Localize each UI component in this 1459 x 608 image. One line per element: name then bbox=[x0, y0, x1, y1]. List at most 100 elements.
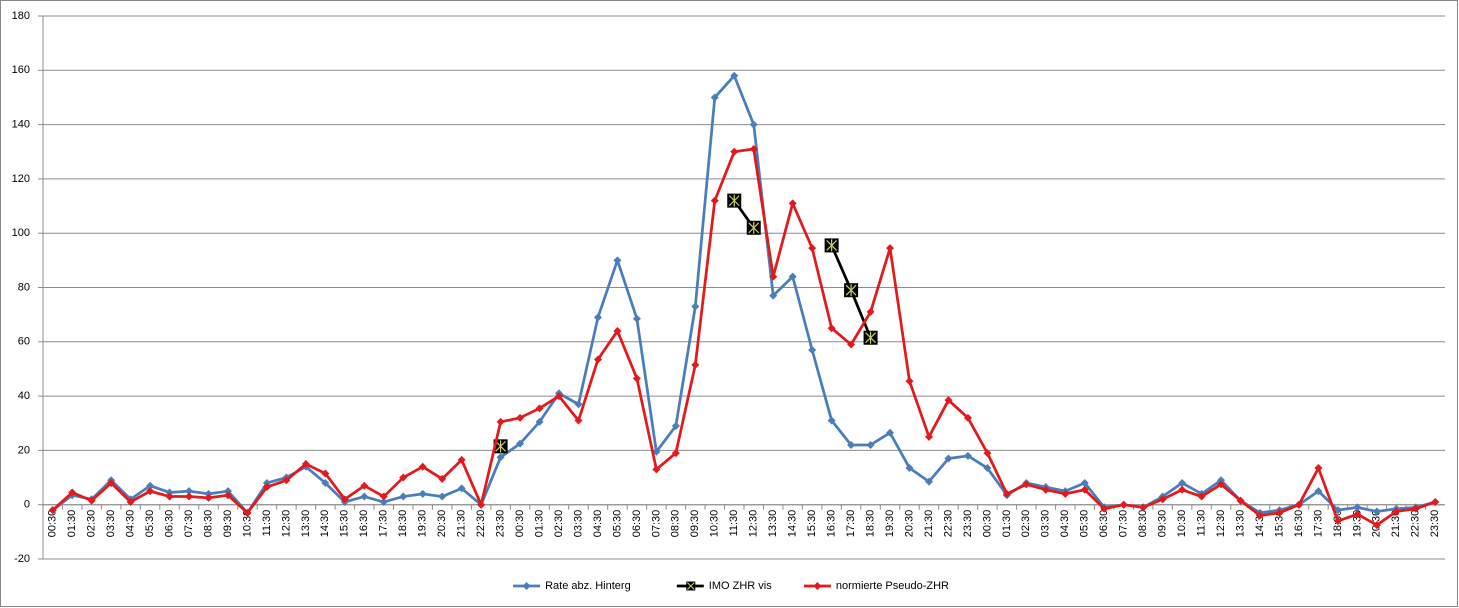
x-tick-label: 04:30 bbox=[592, 510, 604, 538]
marker bbox=[1041, 485, 1050, 494]
marker bbox=[87, 496, 96, 505]
x-tick-label: 05:30 bbox=[611, 510, 623, 538]
marker bbox=[1431, 497, 1440, 506]
marker bbox=[185, 487, 194, 496]
marker bbox=[924, 432, 933, 441]
marker bbox=[671, 449, 680, 458]
marker bbox=[493, 439, 508, 454]
x-tick-label: 07:30 bbox=[650, 510, 662, 538]
y-tick-label: 180 bbox=[12, 10, 30, 22]
marker bbox=[1333, 516, 1342, 525]
marker bbox=[1411, 504, 1420, 513]
marker bbox=[223, 487, 232, 496]
x-tick-label: 12:30 bbox=[280, 510, 292, 538]
x-tick-label: 07:30 bbox=[183, 510, 195, 538]
x-tick-label: 01:30 bbox=[66, 510, 78, 538]
line bbox=[51, 147, 1436, 527]
marker bbox=[613, 256, 622, 265]
marker bbox=[710, 93, 719, 102]
x-tick-label: 08:30 bbox=[202, 510, 214, 538]
marker bbox=[1119, 500, 1128, 509]
marker bbox=[1236, 496, 1245, 505]
marker bbox=[730, 71, 739, 80]
marker bbox=[574, 400, 583, 409]
marker bbox=[847, 340, 856, 349]
marker bbox=[1372, 521, 1381, 530]
marker bbox=[165, 492, 174, 501]
marker bbox=[749, 145, 758, 154]
marker bbox=[1353, 510, 1362, 519]
x-tick-label: 23:30 bbox=[1429, 510, 1441, 538]
x-tick-label: 13:30 bbox=[1234, 510, 1246, 538]
x-tick-label: 11:30 bbox=[1196, 510, 1208, 537]
marker bbox=[847, 440, 856, 449]
marker bbox=[535, 404, 544, 413]
marker bbox=[593, 313, 602, 322]
x-tick-label: 01:30 bbox=[1001, 510, 1013, 538]
legend-item: IMO ZHR vis bbox=[676, 580, 772, 592]
marker bbox=[1158, 495, 1167, 504]
x-tick-label: 06:30 bbox=[631, 510, 643, 538]
x-tick-label: 05:30 bbox=[1079, 510, 1091, 538]
marker bbox=[496, 453, 505, 462]
marker bbox=[496, 417, 505, 426]
x-tick-label: 16:30 bbox=[1293, 510, 1305, 538]
x-tick-label: 15:30 bbox=[1273, 510, 1285, 538]
marker bbox=[613, 326, 622, 335]
marker bbox=[983, 464, 992, 473]
marker bbox=[827, 416, 836, 425]
marker bbox=[360, 481, 369, 490]
x-tick-label: 13:30 bbox=[300, 510, 312, 538]
x-tick-label: 09:30 bbox=[222, 510, 234, 538]
x-tick-label: 14:30 bbox=[319, 510, 331, 538]
x-tick-label: 02:30 bbox=[553, 510, 565, 538]
legend-item: Rate abz. Hinterg bbox=[513, 580, 631, 592]
x-tick-label: 15:30 bbox=[806, 510, 818, 538]
marker bbox=[1392, 507, 1401, 516]
marker bbox=[1022, 480, 1031, 489]
legend-marker-cross bbox=[686, 582, 695, 590]
marker bbox=[769, 272, 778, 281]
marker bbox=[223, 491, 232, 500]
marker bbox=[746, 220, 761, 235]
x-tick-label: 07:30 bbox=[1118, 510, 1130, 538]
x-tick-label: 17:30 bbox=[845, 510, 857, 538]
marker bbox=[457, 455, 466, 464]
marker bbox=[126, 497, 135, 506]
marker bbox=[185, 492, 194, 501]
legend-marker bbox=[813, 582, 822, 590]
x-tick-label: 06:30 bbox=[1098, 510, 1110, 538]
y-tick-label: 20 bbox=[18, 444, 30, 456]
marker bbox=[1178, 478, 1187, 487]
x-tick-label: 12:30 bbox=[748, 510, 760, 538]
marker bbox=[340, 495, 349, 504]
x-tick-label: 20:30 bbox=[436, 510, 448, 538]
marker bbox=[107, 478, 116, 487]
marker bbox=[727, 193, 742, 208]
legend-marker bbox=[522, 582, 531, 590]
legend-item: normierte Pseudo-ZHR bbox=[803, 580, 949, 592]
marker bbox=[146, 481, 155, 490]
marker bbox=[282, 476, 291, 485]
marker bbox=[360, 492, 369, 501]
marker bbox=[146, 487, 155, 496]
marker bbox=[593, 355, 602, 364]
x-tick-label: 12:30 bbox=[1215, 510, 1227, 538]
marker bbox=[863, 330, 878, 345]
marker bbox=[1061, 489, 1070, 498]
marker bbox=[399, 492, 408, 501]
marker bbox=[438, 492, 447, 501]
x-tick-label: 22:30 bbox=[942, 510, 954, 538]
x-tick-label: 00:30 bbox=[47, 510, 59, 538]
y-tick-label: 120 bbox=[12, 173, 30, 185]
x-tick-label: 00:30 bbox=[514, 510, 526, 538]
y-tick-label: -20 bbox=[14, 553, 30, 565]
x-tick-label: 02:30 bbox=[86, 510, 98, 538]
marker bbox=[477, 500, 486, 509]
x-tick-label: 04:30 bbox=[125, 510, 137, 538]
marker bbox=[710, 196, 719, 205]
x-tick-label: 04:30 bbox=[1059, 510, 1071, 538]
y-tick-label: 80 bbox=[18, 281, 30, 293]
marker bbox=[301, 459, 310, 468]
